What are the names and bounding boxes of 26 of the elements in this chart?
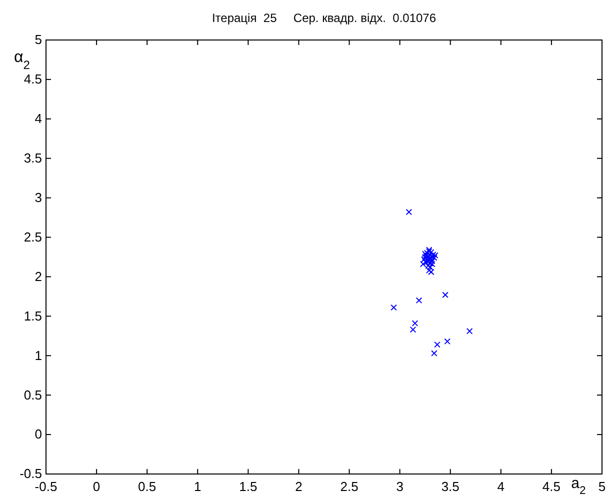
x-tick-label: 1 xyxy=(194,479,202,494)
x-tick-label: 2.5 xyxy=(340,479,358,494)
y-tick-label: 0.5 xyxy=(24,387,42,402)
y-tick-label: 1.5 xyxy=(24,308,42,324)
x-tick-label: 0 xyxy=(92,479,100,494)
y-tick-label: 0 xyxy=(34,426,42,442)
x-tick-label: 3 xyxy=(396,479,404,494)
chart-title: Ітерація 25 Сер. квадр. відх. 0.01076 xyxy=(212,11,436,25)
y-tick-label: 2 xyxy=(34,268,42,284)
x-tick-label: 2 xyxy=(295,479,302,494)
x-tick-label: 4.5 xyxy=(542,479,560,494)
y-tick-label: 1 xyxy=(34,348,42,363)
y-tick-label: 4.5 xyxy=(24,72,42,87)
x-tick-label: 5 xyxy=(598,479,606,494)
x-axis-title: a$_{2}$ xyxy=(571,475,586,497)
y-axis-title: α$_{2}$ xyxy=(14,49,30,72)
y-tick-label: -0.5 xyxy=(20,466,42,482)
y-tick-label: 3 xyxy=(34,190,42,205)
x-tick-label: 0.5 xyxy=(138,479,156,494)
y-tick-label: 5 xyxy=(34,32,42,48)
y-tick-label: 2.5 xyxy=(24,229,42,244)
x-tick-label: 4 xyxy=(497,479,505,494)
y-tick-label: 3.5 xyxy=(24,150,42,166)
y-tick-label: 4 xyxy=(34,111,42,126)
x-tick-label: 3.5 xyxy=(441,479,460,494)
x-tick-label: 1.5 xyxy=(239,479,258,494)
